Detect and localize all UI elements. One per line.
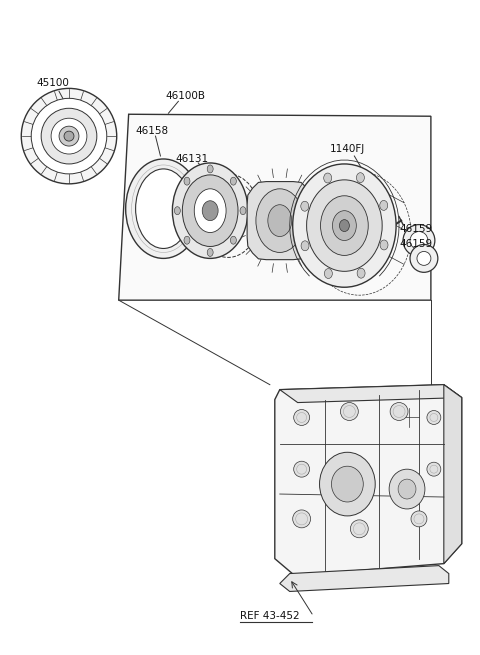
Polygon shape	[119, 114, 431, 300]
Text: 46159: 46159	[399, 223, 432, 234]
Polygon shape	[444, 384, 462, 563]
Ellipse shape	[301, 241, 309, 251]
Polygon shape	[275, 384, 462, 576]
Ellipse shape	[126, 159, 201, 259]
Ellipse shape	[410, 232, 428, 250]
Polygon shape	[280, 566, 449, 591]
Ellipse shape	[390, 403, 408, 421]
Ellipse shape	[293, 164, 396, 288]
Ellipse shape	[207, 165, 213, 173]
Ellipse shape	[172, 163, 248, 259]
Ellipse shape	[230, 236, 236, 244]
Ellipse shape	[403, 225, 435, 256]
Ellipse shape	[324, 269, 332, 278]
Ellipse shape	[31, 98, 107, 174]
Ellipse shape	[380, 200, 388, 210]
Ellipse shape	[294, 461, 310, 477]
Ellipse shape	[194, 189, 226, 233]
Ellipse shape	[256, 189, 304, 252]
Ellipse shape	[240, 207, 246, 215]
Text: 46131: 46131	[175, 154, 208, 164]
Ellipse shape	[339, 219, 349, 232]
Ellipse shape	[202, 200, 218, 221]
Ellipse shape	[21, 88, 117, 184]
Ellipse shape	[417, 252, 431, 265]
Ellipse shape	[332, 466, 363, 502]
Ellipse shape	[174, 207, 180, 215]
Ellipse shape	[268, 205, 292, 236]
Ellipse shape	[380, 240, 388, 250]
Ellipse shape	[184, 177, 190, 185]
Ellipse shape	[293, 510, 311, 528]
Text: REF 43-452: REF 43-452	[240, 611, 300, 622]
Ellipse shape	[51, 118, 87, 154]
Ellipse shape	[357, 173, 364, 183]
Ellipse shape	[340, 403, 358, 421]
Ellipse shape	[41, 108, 97, 164]
Ellipse shape	[230, 177, 236, 185]
Ellipse shape	[294, 409, 310, 426]
Ellipse shape	[389, 469, 425, 509]
Ellipse shape	[427, 462, 441, 476]
Text: 46100B: 46100B	[166, 91, 205, 102]
Ellipse shape	[324, 173, 332, 183]
Ellipse shape	[350, 520, 368, 538]
Polygon shape	[280, 384, 462, 403]
Ellipse shape	[207, 248, 213, 256]
Ellipse shape	[427, 411, 441, 424]
Text: 1140FJ: 1140FJ	[329, 144, 365, 154]
Ellipse shape	[320, 452, 375, 516]
Text: 46159: 46159	[399, 240, 432, 250]
Ellipse shape	[307, 180, 382, 271]
Text: 45100: 45100	[36, 79, 69, 88]
Ellipse shape	[410, 244, 438, 272]
Ellipse shape	[136, 169, 192, 248]
Ellipse shape	[357, 268, 365, 278]
Ellipse shape	[182, 175, 238, 246]
Ellipse shape	[321, 196, 368, 255]
Text: 46158: 46158	[136, 126, 169, 136]
Ellipse shape	[301, 201, 309, 211]
Ellipse shape	[398, 479, 416, 499]
Polygon shape	[247, 181, 312, 259]
Ellipse shape	[59, 126, 79, 146]
Ellipse shape	[333, 211, 356, 240]
Ellipse shape	[64, 131, 74, 141]
Ellipse shape	[184, 236, 190, 244]
Ellipse shape	[411, 511, 427, 527]
